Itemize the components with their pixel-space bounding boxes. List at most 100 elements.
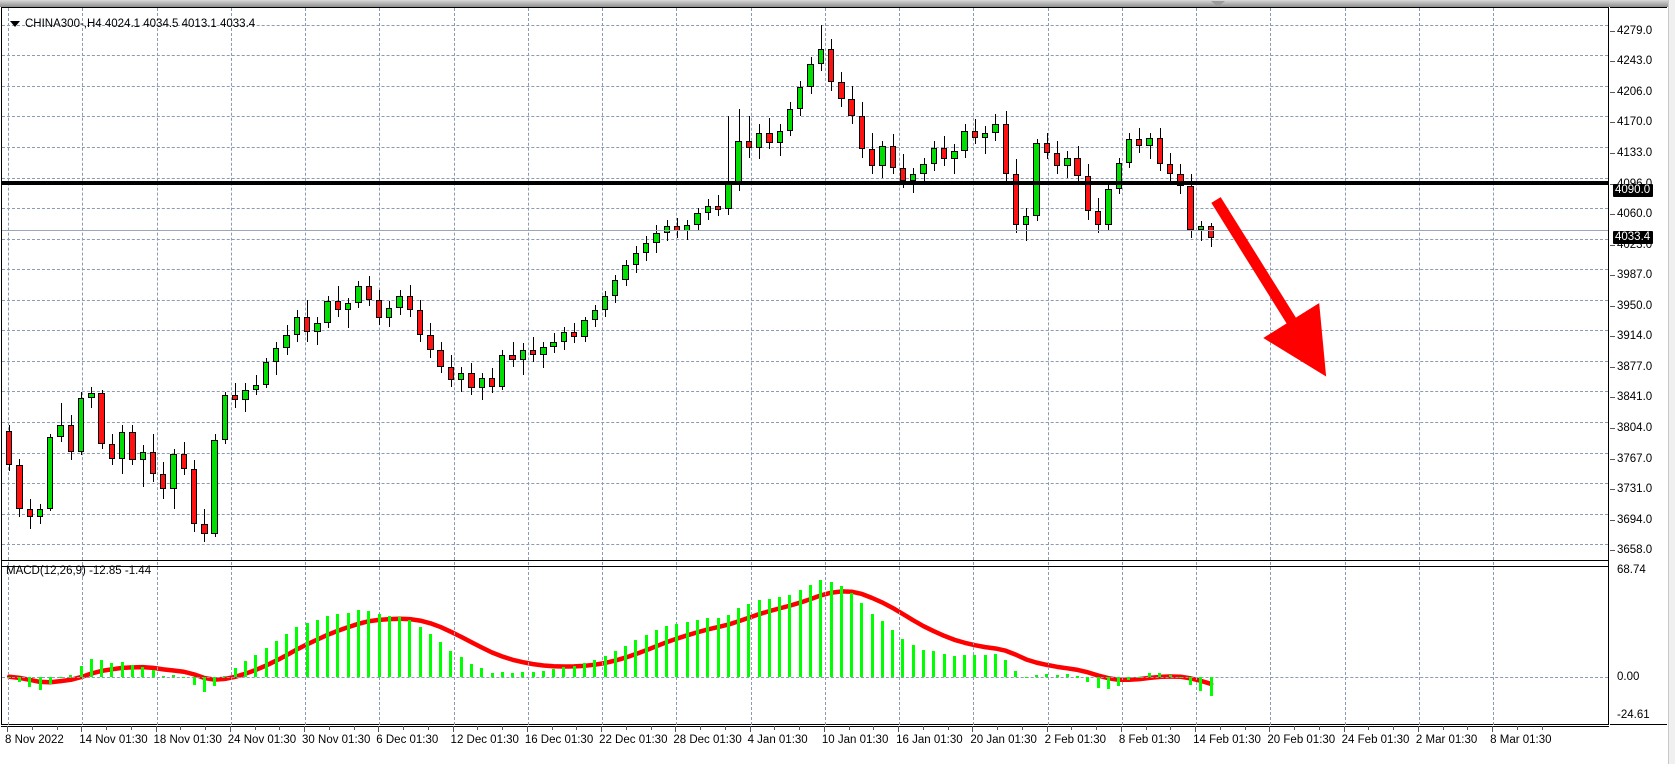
- macd-histogram-bar: [490, 672, 494, 677]
- time-axis-minor-tick: [1219, 726, 1221, 730]
- price-axis-label: 3658.0: [1617, 543, 1653, 556]
- macd-histogram-bar: [295, 626, 299, 677]
- chart-frame[interactable]: CHINA300-,H4 4024.1 4034.5 4013.1 4033.4…: [1, 7, 1609, 725]
- macd-histogram-bar: [79, 666, 83, 677]
- grid-line-horizontal: [2, 24, 1608, 26]
- grid-line-vertical: [1270, 562, 1272, 725]
- macd-histogram-bar: [1189, 676, 1193, 686]
- macd-histogram-bar: [870, 614, 874, 677]
- candle-body: [386, 308, 393, 319]
- macd-histogram-bar: [788, 594, 792, 677]
- candle-body: [283, 334, 290, 349]
- macd-histogram-bar: [172, 675, 176, 677]
- macd-histogram-bar: [151, 670, 155, 677]
- macd-histogram-bar: [192, 676, 196, 685]
- time-axis-minor-tick: [1368, 726, 1370, 730]
- macd-top-border: [2, 566, 1608, 567]
- time-axis-label: 12 Dec 01:30: [450, 734, 519, 746]
- time-axis-tick: [898, 726, 900, 732]
- time-axis-tick: [81, 726, 83, 732]
- candle-body: [365, 286, 372, 300]
- grid-line-vertical: [1493, 8, 1495, 560]
- price-axis-label: 3877.0: [1617, 360, 1653, 373]
- time-axis-tick: [601, 726, 603, 732]
- candle-body: [447, 366, 455, 381]
- candle-body: [303, 316, 311, 332]
- candle-body: [1084, 176, 1092, 212]
- chevron-down-icon[interactable]: [10, 20, 20, 27]
- candle-body: [519, 349, 527, 360]
- time-axis-minor-tick: [328, 726, 330, 730]
- resistance-line[interactable]: [2, 180, 1608, 185]
- candle-body: [180, 453, 187, 469]
- time-axis-label: 18 Nov 01:30: [153, 734, 222, 746]
- candle-body: [930, 147, 937, 165]
- grid-line-vertical: [750, 8, 752, 560]
- grid-line-vertical: [1344, 8, 1346, 560]
- price-axis-label: 4243.0: [1617, 54, 1653, 67]
- grid-line-vertical: [82, 8, 84, 560]
- price-axis-tick: [1610, 549, 1615, 551]
- grid-line-horizontal: [2, 299, 1608, 301]
- time-axis[interactable]: 8 Nov 2022 14 Nov 01:30 18 Nov 01:30 24 Nov…: [1, 726, 1609, 764]
- candle-body: [745, 140, 753, 148]
- candle-body: [601, 296, 609, 310]
- triangle-down-icon[interactable]: [1211, 1, 1225, 7]
- price-axis[interactable]: 4279.0 4243.0 4206.0 4170.0 4133.0 4096.0 4060…: [1610, 7, 1667, 725]
- price-axis-label: 3804.0: [1617, 421, 1653, 434]
- candle-body: [540, 346, 547, 355]
- macd-histogram-bar: [120, 662, 124, 677]
- macd-header-label: MACD(12,26,9) -12.85 -1.44: [6, 565, 152, 577]
- candle-body: [468, 373, 475, 389]
- current-price-line[interactable]: [2, 230, 1608, 232]
- time-axis-tick: [1046, 726, 1048, 732]
- price-axis-label: 3767.0: [1617, 452, 1653, 465]
- macd-histogram-bar: [603, 656, 607, 677]
- macd-histogram-bar: [1117, 676, 1121, 686]
- grid-line-vertical: [899, 8, 901, 560]
- price-axis-label: 4023.0: [1617, 238, 1653, 251]
- macd-histogram-bar: [141, 666, 145, 677]
- grid-line-vertical: [602, 8, 604, 560]
- macd-axis-label: 68.74: [1617, 564, 1646, 576]
- candle-body: [571, 331, 578, 337]
- grid-line-horizontal: [2, 390, 1608, 392]
- time-axis-divider: [1, 726, 1609, 727]
- macd-histogram-bar: [665, 626, 669, 677]
- price-pane[interactable]: CHINA300-,H4 4024.1 4034.5 4013.1 4033.4: [2, 8, 1608, 561]
- macd-histogram-bar: [264, 647, 268, 677]
- candle-body: [766, 132, 773, 143]
- candle-body: [273, 348, 280, 362]
- grid-line-vertical: [1121, 8, 1123, 560]
- grid-line-vertical: [8, 562, 9, 725]
- macd-histogram-bar: [28, 676, 32, 688]
- candle-body: [581, 319, 588, 337]
- macd-pane[interactable]: MACD(12,26,9) -12.85 -1.44: [2, 562, 1608, 725]
- macd-histogram-bar: [726, 614, 730, 677]
- candle-body: [396, 296, 403, 309]
- macd-histogram-bar: [346, 612, 350, 677]
- price-axis-label: 4133.0: [1617, 146, 1653, 159]
- time-axis-minor-tick: [1096, 726, 1098, 730]
- candle-body: [67, 425, 74, 452]
- grid-line-vertical: [453, 8, 455, 560]
- time-axis-tick: [1120, 726, 1122, 732]
- time-axis-label: 16 Dec 01:30: [524, 734, 594, 746]
- time-axis-tick: [229, 726, 231, 732]
- grid-line-horizontal: [2, 268, 1608, 270]
- grid-line-vertical: [82, 562, 84, 725]
- macd-histogram-bar: [644, 634, 648, 677]
- time-axis-tick: [452, 726, 454, 732]
- grid-line-vertical: [527, 8, 529, 560]
- price-axis-tick: [1610, 183, 1615, 185]
- macd-histogram-bar: [809, 585, 813, 677]
- price-axis-label: 4170.0: [1617, 115, 1653, 128]
- macd-histogram-bar: [17, 676, 21, 683]
- time-axis-minor-tick: [922, 726, 924, 730]
- macd-histogram-bar: [500, 672, 504, 677]
- grid-line-vertical: [305, 8, 307, 560]
- macd-histogram-bar: [233, 668, 237, 677]
- window-scroll-gutter[interactable]: [1668, 0, 1675, 764]
- candle-body: [1043, 142, 1050, 153]
